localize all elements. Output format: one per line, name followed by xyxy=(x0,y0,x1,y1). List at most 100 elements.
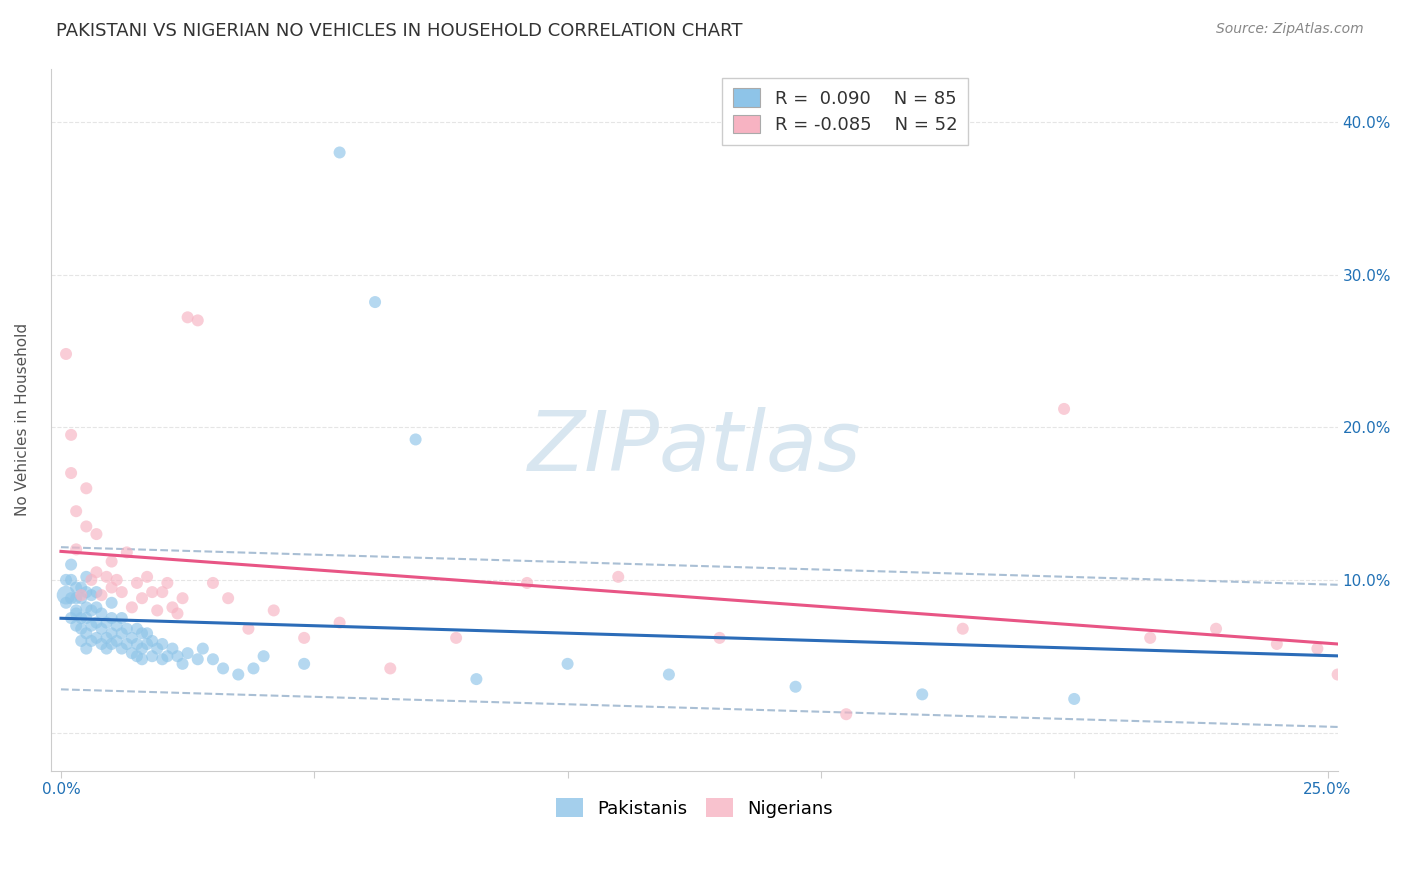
Point xyxy=(80,588,103,602)
Point xyxy=(136,570,159,584)
Point xyxy=(75,611,97,625)
Point xyxy=(444,631,467,645)
Point xyxy=(75,481,97,495)
Point xyxy=(111,585,134,599)
Point xyxy=(55,573,77,587)
Point xyxy=(100,611,122,625)
Point xyxy=(65,542,87,557)
Point xyxy=(60,428,83,442)
Point xyxy=(131,626,153,640)
Point xyxy=(380,661,402,675)
Point xyxy=(111,611,134,625)
Point xyxy=(131,641,153,656)
Point xyxy=(785,680,807,694)
Point xyxy=(60,591,83,606)
Legend: Pakistanis, Nigerians: Pakistanis, Nigerians xyxy=(548,791,839,825)
Text: PAKISTANI VS NIGERIAN NO VEHICLES IN HOUSEHOLD CORRELATION CHART: PAKISTANI VS NIGERIAN NO VEHICLES IN HOU… xyxy=(56,22,742,40)
Point xyxy=(136,637,159,651)
Point xyxy=(709,631,731,645)
Point xyxy=(201,652,224,666)
Point xyxy=(242,661,264,675)
Point xyxy=(60,466,83,480)
Point xyxy=(405,433,427,447)
Point xyxy=(80,618,103,632)
Point xyxy=(141,585,163,599)
Point xyxy=(911,687,934,701)
Point xyxy=(65,591,87,606)
Point xyxy=(90,622,112,636)
Point xyxy=(86,600,108,615)
Point xyxy=(150,637,173,651)
Point xyxy=(60,558,83,572)
Point xyxy=(125,622,148,636)
Point xyxy=(75,519,97,533)
Point xyxy=(100,596,122,610)
Point xyxy=(217,591,239,606)
Point xyxy=(835,707,858,722)
Point xyxy=(176,310,198,325)
Point xyxy=(105,618,128,632)
Point xyxy=(1347,667,1369,681)
Point xyxy=(187,652,209,666)
Point xyxy=(607,570,630,584)
Point xyxy=(1306,641,1329,656)
Point xyxy=(191,641,214,656)
Point xyxy=(105,573,128,587)
Point xyxy=(125,649,148,664)
Point xyxy=(90,588,112,602)
Point xyxy=(80,573,103,587)
Point xyxy=(60,611,83,625)
Point xyxy=(364,295,387,310)
Point xyxy=(172,657,194,671)
Point xyxy=(86,566,108,580)
Point xyxy=(176,646,198,660)
Point xyxy=(131,652,153,666)
Point xyxy=(100,626,122,640)
Point xyxy=(65,581,87,595)
Y-axis label: No Vehicles in Household: No Vehicles in Household xyxy=(15,323,30,516)
Point xyxy=(201,576,224,591)
Point xyxy=(146,603,169,617)
Point xyxy=(75,570,97,584)
Text: ZIPatlas: ZIPatlas xyxy=(527,407,860,488)
Point xyxy=(156,649,179,664)
Point xyxy=(292,657,315,671)
Point xyxy=(65,618,87,632)
Point xyxy=(238,622,260,636)
Text: Source: ZipAtlas.com: Source: ZipAtlas.com xyxy=(1216,22,1364,37)
Point xyxy=(96,615,118,630)
Point xyxy=(162,641,184,656)
Point xyxy=(111,641,134,656)
Point xyxy=(100,581,122,595)
Point xyxy=(329,615,352,630)
Point xyxy=(1053,401,1076,416)
Point xyxy=(166,607,188,621)
Point xyxy=(55,596,77,610)
Point xyxy=(166,649,188,664)
Point xyxy=(70,591,93,606)
Point xyxy=(70,581,93,595)
Point xyxy=(115,622,138,636)
Point xyxy=(96,631,118,645)
Point xyxy=(1063,692,1085,706)
Point xyxy=(86,527,108,541)
Point xyxy=(121,631,143,645)
Point xyxy=(292,631,315,645)
Point xyxy=(75,585,97,599)
Point xyxy=(70,622,93,636)
Point xyxy=(141,649,163,664)
Point xyxy=(115,637,138,651)
Point xyxy=(100,637,122,651)
Point xyxy=(70,611,93,625)
Point xyxy=(90,637,112,651)
Point xyxy=(100,555,122,569)
Point xyxy=(136,626,159,640)
Point xyxy=(65,603,87,617)
Point xyxy=(86,585,108,599)
Point xyxy=(86,615,108,630)
Point xyxy=(1326,667,1348,681)
Point xyxy=(1265,637,1288,651)
Point xyxy=(1205,622,1227,636)
Point xyxy=(65,607,87,621)
Point xyxy=(75,641,97,656)
